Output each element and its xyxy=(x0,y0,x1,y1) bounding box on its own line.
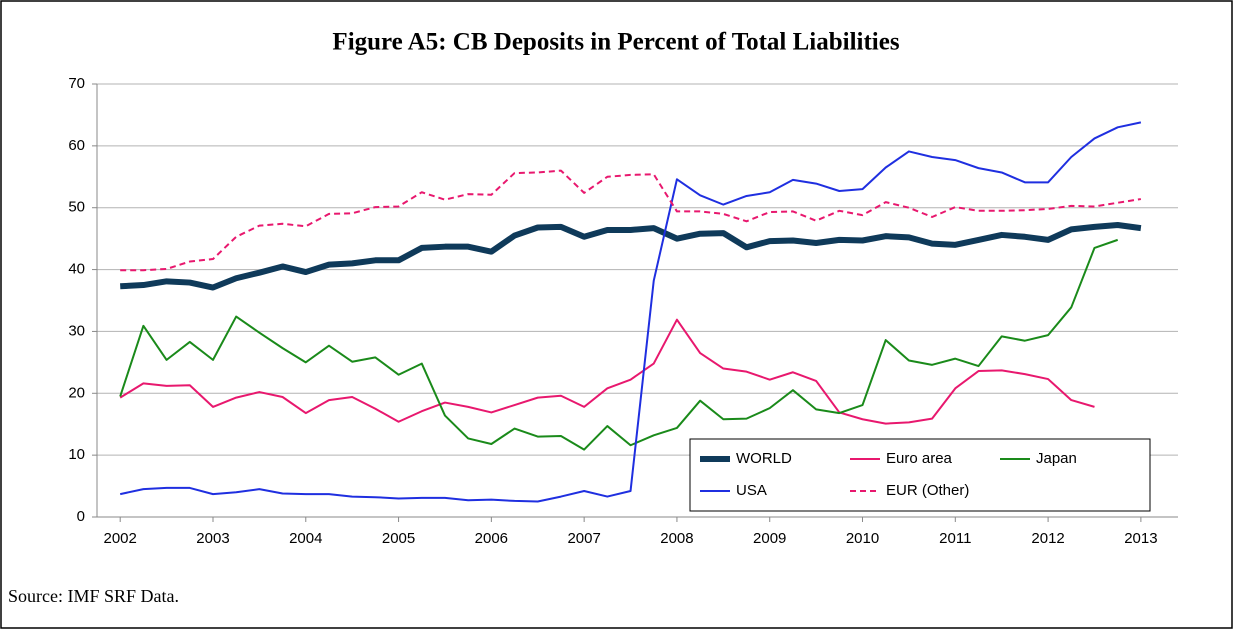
chart-title: Figure A5: CB Deposits in Percent of Tot… xyxy=(332,29,899,56)
y-tick-label: 70 xyxy=(68,75,85,92)
y-tick-label: 40 xyxy=(68,261,85,278)
legend-label: EUR (Other) xyxy=(886,482,969,499)
y-tick-label: 50 xyxy=(68,199,85,216)
y-tick-label: 10 xyxy=(68,446,85,463)
source-note: Source: IMF SRF Data. xyxy=(8,586,179,606)
x-tick-label: 2005 xyxy=(382,530,415,547)
legend-label: Japan xyxy=(1036,450,1077,467)
x-tick-label: 2004 xyxy=(289,530,322,547)
y-tick-label: 60 xyxy=(68,137,85,154)
y-tick-label: 30 xyxy=(68,322,85,339)
series-line xyxy=(120,222,1142,291)
x-tick-label: 2003 xyxy=(196,530,229,547)
series-line xyxy=(119,121,1142,503)
legend-label: Euro area xyxy=(886,450,953,467)
x-tick-label: 2011 xyxy=(939,530,971,547)
y-tick-label: 0 xyxy=(77,508,85,525)
legend-label: USA xyxy=(736,482,767,499)
x-tick-label: 2010 xyxy=(846,530,879,547)
y-tick-label: 20 xyxy=(68,384,85,401)
x-tick-label: 2002 xyxy=(104,530,137,547)
legend-box xyxy=(689,438,1151,512)
x-tick-label: 2006 xyxy=(475,530,508,547)
x-tick-label: 2012 xyxy=(1031,530,1064,547)
x-tick-label: 2008 xyxy=(660,530,693,547)
series-line xyxy=(119,238,1119,451)
x-tick-label: 2013 xyxy=(1124,530,1157,547)
legend-label: WORLD xyxy=(736,450,792,467)
series-line xyxy=(120,169,1142,272)
x-tick-label: 2007 xyxy=(567,530,600,547)
series-line xyxy=(119,318,1095,425)
x-tick-label: 2009 xyxy=(753,530,786,547)
